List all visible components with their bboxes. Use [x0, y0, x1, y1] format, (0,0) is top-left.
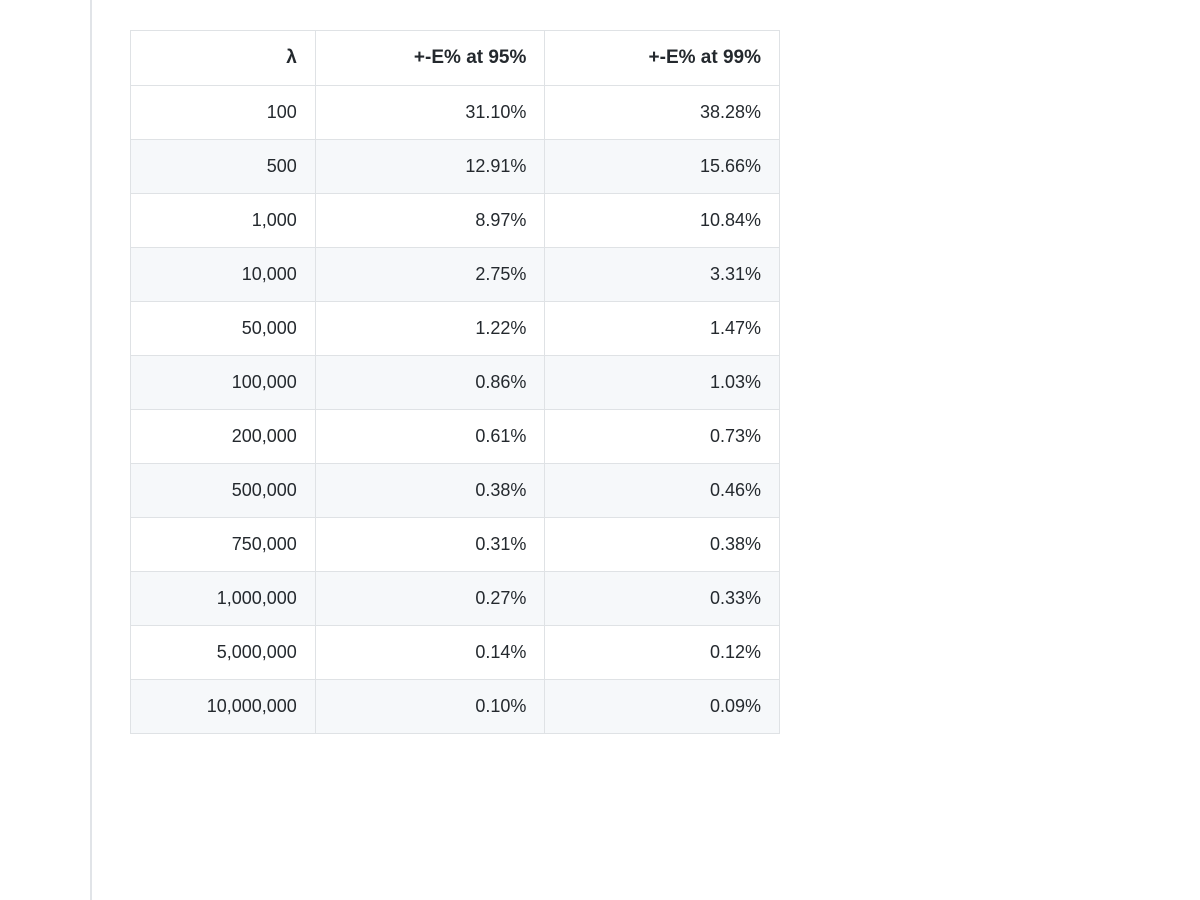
cell-lambda: 10,000: [131, 248, 316, 302]
table-row: 500 12.91% 15.66%: [131, 140, 780, 194]
cell-e95: 0.38%: [315, 464, 545, 518]
table-row: 10,000 2.75% 3.31%: [131, 248, 780, 302]
cell-lambda: 1,000: [131, 194, 316, 248]
table-row: 50,000 1.22% 1.47%: [131, 302, 780, 356]
cell-lambda: 750,000: [131, 518, 316, 572]
table-container: λ +-E% at 95% +-E% at 99% 100 31.10% 38.…: [130, 30, 1200, 734]
table-row: 100,000 0.86% 1.03%: [131, 356, 780, 410]
table-row: 100 31.10% 38.28%: [131, 86, 780, 140]
cell-lambda: 10,000,000: [131, 680, 316, 734]
cell-e95: 1.22%: [315, 302, 545, 356]
table-row: 1,000,000 0.27% 0.33%: [131, 572, 780, 626]
cell-lambda: 1,000,000: [131, 572, 316, 626]
table-row: 500,000 0.38% 0.46%: [131, 464, 780, 518]
cell-lambda: 500: [131, 140, 316, 194]
quote-border: [90, 0, 92, 900]
cell-e95: 2.75%: [315, 248, 545, 302]
cell-e95: 0.86%: [315, 356, 545, 410]
cell-e99: 0.33%: [545, 572, 780, 626]
cell-e95: 0.14%: [315, 626, 545, 680]
cell-lambda: 100: [131, 86, 316, 140]
cell-e99: 1.47%: [545, 302, 780, 356]
cell-e99: 0.09%: [545, 680, 780, 734]
column-header-e99: +-E% at 99%: [545, 31, 780, 86]
cell-e95: 8.97%: [315, 194, 545, 248]
table-row: 1,000 8.97% 10.84%: [131, 194, 780, 248]
cell-e95: 0.27%: [315, 572, 545, 626]
confidence-interval-table: λ +-E% at 95% +-E% at 99% 100 31.10% 38.…: [130, 30, 780, 734]
cell-e99: 0.46%: [545, 464, 780, 518]
cell-lambda: 5,000,000: [131, 626, 316, 680]
table-row: 10,000,000 0.10% 0.09%: [131, 680, 780, 734]
table-row: 5,000,000 0.14% 0.12%: [131, 626, 780, 680]
cell-e95: 31.10%: [315, 86, 545, 140]
table-row: 750,000 0.31% 0.38%: [131, 518, 780, 572]
cell-e99: 0.12%: [545, 626, 780, 680]
cell-lambda: 100,000: [131, 356, 316, 410]
cell-e99: 0.73%: [545, 410, 780, 464]
cell-e99: 0.38%: [545, 518, 780, 572]
cell-e99: 10.84%: [545, 194, 780, 248]
table-header-row: λ +-E% at 95% +-E% at 99%: [131, 31, 780, 86]
cell-lambda: 50,000: [131, 302, 316, 356]
column-header-e95: +-E% at 95%: [315, 31, 545, 86]
cell-e95: 0.10%: [315, 680, 545, 734]
cell-e99: 1.03%: [545, 356, 780, 410]
table-row: 200,000 0.61% 0.73%: [131, 410, 780, 464]
cell-e99: 15.66%: [545, 140, 780, 194]
cell-e99: 3.31%: [545, 248, 780, 302]
cell-e99: 38.28%: [545, 86, 780, 140]
column-header-lambda: λ: [131, 31, 316, 86]
cell-e95: 0.61%: [315, 410, 545, 464]
cell-lambda: 500,000: [131, 464, 316, 518]
cell-e95: 12.91%: [315, 140, 545, 194]
cell-lambda: 200,000: [131, 410, 316, 464]
cell-e95: 0.31%: [315, 518, 545, 572]
